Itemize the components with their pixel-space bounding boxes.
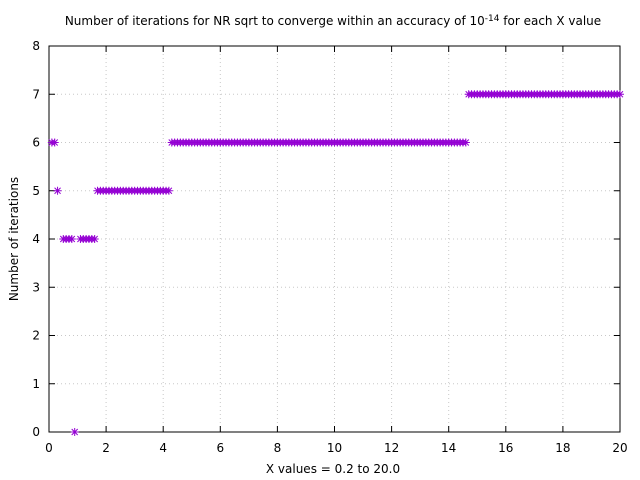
y-tick-label: 7 bbox=[32, 87, 40, 101]
chart-title-text: Number of iterations for NR sqrt to conv… bbox=[65, 14, 485, 28]
y-tick-label: 4 bbox=[32, 232, 40, 246]
chart-title: Number of iterations for NR sqrt to conv… bbox=[65, 14, 601, 28]
x-tick-label: 20 bbox=[612, 441, 627, 455]
x-tick-label: 4 bbox=[159, 441, 167, 455]
grid-lines bbox=[49, 46, 620, 432]
x-tick-label: 12 bbox=[384, 441, 399, 455]
chart-title-exponent: -14 bbox=[485, 14, 500, 24]
y-tick-label: 6 bbox=[32, 136, 40, 150]
plot-frame bbox=[48, 45, 621, 433]
x-tick-label: 2 bbox=[102, 441, 110, 455]
data-point bbox=[616, 90, 624, 99]
data-point bbox=[90, 235, 99, 243]
data-point bbox=[53, 186, 62, 195]
y-tick-label: 5 bbox=[32, 184, 40, 198]
x-tick-label: 18 bbox=[555, 441, 570, 455]
x-tick-label: 10 bbox=[327, 441, 342, 455]
data-point bbox=[50, 138, 59, 147]
data-points bbox=[47, 90, 624, 436]
chart-title-tail: for each X value bbox=[499, 14, 601, 28]
x-axis-label: X values = 0.2 to 20.0 bbox=[266, 462, 400, 476]
y-tick-label: 2 bbox=[32, 329, 40, 343]
x-tick-label: 6 bbox=[216, 441, 224, 455]
x-tick-label: 8 bbox=[274, 441, 282, 455]
y-axis-label: Number of iterations bbox=[7, 177, 21, 301]
data-point bbox=[461, 138, 470, 147]
y-tick-label: 8 bbox=[32, 39, 40, 53]
y-tick-label: 3 bbox=[32, 280, 40, 294]
x-tick-label: 0 bbox=[45, 441, 53, 455]
x-tick-label: 16 bbox=[498, 441, 513, 455]
data-point bbox=[70, 428, 79, 436]
x-tick-label: 14 bbox=[441, 441, 456, 455]
data-point bbox=[164, 186, 173, 195]
data-point bbox=[67, 235, 76, 243]
y-tick-label: 0 bbox=[32, 425, 40, 439]
y-tick-label: 1 bbox=[32, 377, 40, 391]
